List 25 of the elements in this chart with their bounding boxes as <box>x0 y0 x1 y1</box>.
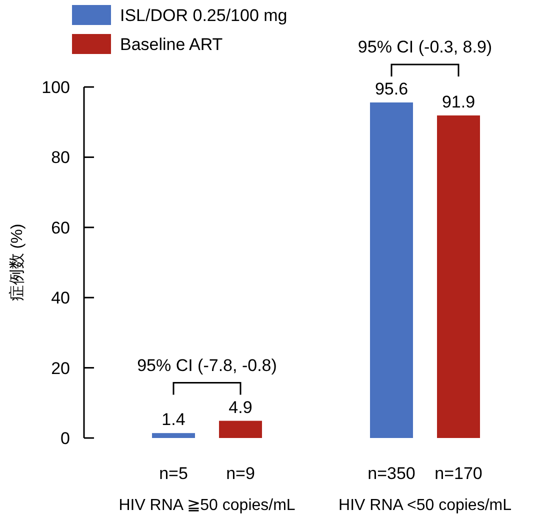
y-tick-label: 40 <box>51 288 70 308</box>
x-tick-label: HIV RNA <50 copies/mL <box>338 497 512 514</box>
y-tick-label: 100 <box>42 78 70 97</box>
data-label: 4.9 <box>228 398 252 417</box>
text: n=350 <box>368 464 416 483</box>
legend-label: ISL/DOR 0.25/100 mg <box>120 6 288 25</box>
text: n=5 <box>159 464 188 483</box>
data-label: 95.6 <box>374 79 408 98</box>
bar <box>370 102 413 438</box>
bar <box>219 420 262 438</box>
text: n=170 <box>434 464 482 483</box>
y-tick-label: 60 <box>51 218 70 238</box>
y-tick-label: 80 <box>51 148 70 168</box>
y-tick-label: 0 <box>60 428 70 448</box>
data-label: 91.9 <box>442 92 476 112</box>
text: 95% CI (-0.3, 8.9) <box>358 37 492 56</box>
data-label: 1.4 <box>162 410 186 430</box>
legend-label: Baseline ART <box>120 34 223 54</box>
bar <box>437 115 480 438</box>
bar <box>152 433 195 438</box>
text: n=9 <box>226 464 255 483</box>
x-tick-label: HIV RNA ≧50 copies/mL <box>118 497 296 514</box>
y-axis-title: 症例数 (%) <box>8 224 26 302</box>
y-tick-label: 20 <box>51 358 70 378</box>
annotation: 95% CI (-7.8, -0.8) <box>137 356 277 375</box>
